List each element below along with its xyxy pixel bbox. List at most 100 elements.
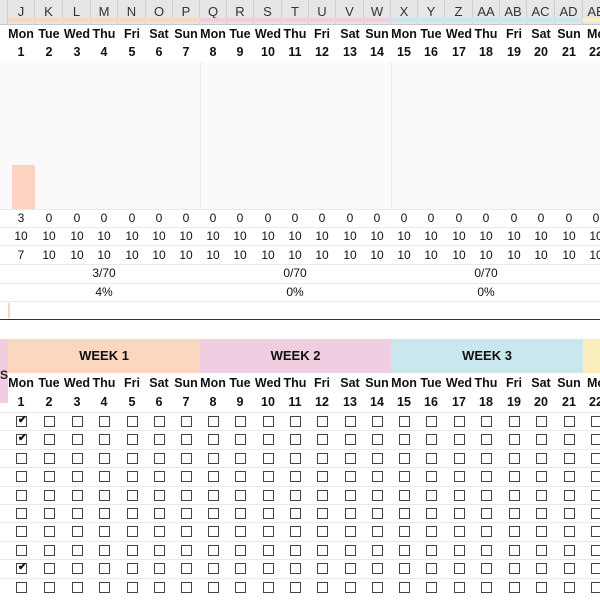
habit-checkbox[interactable] xyxy=(235,471,246,482)
habit-checkbox[interactable] xyxy=(44,453,55,464)
habit-checkbox[interactable] xyxy=(263,563,274,574)
column-letter[interactable]: AA xyxy=(473,0,500,24)
habit-checkbox[interactable] xyxy=(564,563,575,574)
habit-checkbox[interactable] xyxy=(235,508,246,519)
habit-checkbox[interactable] xyxy=(399,471,410,482)
habit-checkbox[interactable] xyxy=(317,490,328,501)
habit-checkbox[interactable] xyxy=(99,508,110,519)
habit-checkbox[interactable] xyxy=(317,582,328,593)
habit-checkbox[interactable] xyxy=(536,508,547,519)
habit-checkbox[interactable] xyxy=(290,490,301,501)
habit-checkbox[interactable] xyxy=(181,508,192,519)
habit-checkbox[interactable] xyxy=(44,563,55,574)
habit-checkbox[interactable] xyxy=(481,508,492,519)
column-letter[interactable]: N xyxy=(118,0,146,24)
habit-checkbox[interactable] xyxy=(154,434,165,445)
habit-checkbox[interactable] xyxy=(372,490,383,501)
habit-checkbox[interactable] xyxy=(591,563,600,574)
habit-checkbox[interactable] xyxy=(154,563,165,574)
habit-checkbox[interactable] xyxy=(154,471,165,482)
habit-checkbox[interactable] xyxy=(317,526,328,537)
habit-checkbox[interactable] xyxy=(426,582,437,593)
column-letter[interactable]: P xyxy=(173,0,200,24)
habit-checkbox[interactable] xyxy=(345,582,356,593)
habit-checkbox[interactable]: ✔ xyxy=(16,414,27,427)
habit-checkbox[interactable] xyxy=(454,471,465,482)
habit-checkbox[interactable] xyxy=(208,434,219,445)
habit-checkbox[interactable] xyxy=(536,416,547,427)
habit-checkbox[interactable] xyxy=(426,490,437,501)
habit-checkbox[interactable] xyxy=(208,471,219,482)
habit-checkbox[interactable]: ✔ xyxy=(16,561,27,574)
habit-checkbox[interactable] xyxy=(154,490,165,501)
habit-checkbox[interactable] xyxy=(317,434,328,445)
habit-checkbox[interactable] xyxy=(290,508,301,519)
habit-checkbox[interactable] xyxy=(99,434,110,445)
habit-checkbox[interactable] xyxy=(345,434,356,445)
habit-checkbox[interactable] xyxy=(591,582,600,593)
column-letter[interactable]: S xyxy=(254,0,282,24)
column-letter[interactable]: L xyxy=(63,0,91,24)
habit-checkbox[interactable] xyxy=(44,434,55,445)
habit-checkbox[interactable] xyxy=(591,434,600,445)
habit-checkbox[interactable] xyxy=(481,582,492,593)
column-letter[interactable]: O xyxy=(146,0,173,24)
habit-checkbox[interactable] xyxy=(481,434,492,445)
habit-checkbox[interactable] xyxy=(399,416,410,427)
habit-checkbox[interactable] xyxy=(345,545,356,556)
habit-checkbox[interactable] xyxy=(127,490,138,501)
habit-checkbox[interactable] xyxy=(208,582,219,593)
habit-checkbox[interactable] xyxy=(426,545,437,556)
habit-checkbox[interactable] xyxy=(99,582,110,593)
column-letter[interactable]: R xyxy=(227,0,254,24)
habit-checkbox[interactable] xyxy=(263,471,274,482)
habit-checkbox[interactable] xyxy=(154,545,165,556)
habit-checkbox[interactable] xyxy=(509,471,520,482)
habit-checkbox[interactable] xyxy=(44,490,55,501)
habit-checkbox[interactable] xyxy=(290,471,301,482)
habit-checkbox[interactable] xyxy=(127,582,138,593)
habit-checkbox[interactable] xyxy=(44,582,55,593)
habit-checkbox[interactable] xyxy=(154,582,165,593)
habit-checkbox[interactable] xyxy=(44,471,55,482)
habit-checkbox[interactable] xyxy=(564,471,575,482)
habit-checkbox[interactable] xyxy=(509,508,520,519)
habit-checkbox[interactable] xyxy=(454,526,465,537)
habit-checkbox[interactable] xyxy=(317,563,328,574)
column-letter[interactable]: Q xyxy=(200,0,227,24)
habit-checkbox[interactable] xyxy=(426,434,437,445)
habit-checkbox[interactable] xyxy=(372,582,383,593)
habit-checkbox[interactable] xyxy=(154,453,165,464)
habit-checkbox[interactable] xyxy=(426,508,437,519)
habit-checkbox[interactable] xyxy=(127,526,138,537)
habit-checkbox[interactable] xyxy=(591,416,600,427)
habit-checkbox[interactable] xyxy=(263,416,274,427)
habit-checkbox[interactable] xyxy=(99,526,110,537)
habit-checkbox[interactable] xyxy=(317,453,328,464)
habit-checkbox[interactable] xyxy=(509,416,520,427)
habit-checkbox[interactable] xyxy=(99,416,110,427)
habit-checkbox[interactable] xyxy=(154,416,165,427)
habit-checkbox[interactable] xyxy=(72,563,83,574)
habit-checkbox[interactable] xyxy=(99,453,110,464)
column-letter[interactable]: U xyxy=(309,0,336,24)
habit-checkbox[interactable] xyxy=(345,508,356,519)
habit-checkbox[interactable] xyxy=(263,582,274,593)
habit-checkbox[interactable] xyxy=(454,582,465,593)
habit-checkbox[interactable] xyxy=(399,508,410,519)
habit-checkbox[interactable] xyxy=(317,471,328,482)
habit-checkbox[interactable] xyxy=(372,563,383,574)
habit-checkbox[interactable] xyxy=(127,434,138,445)
habit-checkbox[interactable] xyxy=(372,471,383,482)
habit-checkbox[interactable] xyxy=(536,471,547,482)
habit-checkbox[interactable] xyxy=(564,545,575,556)
habit-checkbox[interactable] xyxy=(481,416,492,427)
habit-checkbox[interactable] xyxy=(208,490,219,501)
habit-checkbox[interactable] xyxy=(481,490,492,501)
habit-checkbox[interactable] xyxy=(208,526,219,537)
habit-checkbox[interactable] xyxy=(181,434,192,445)
habit-checkbox[interactable] xyxy=(591,545,600,556)
habit-checkbox[interactable] xyxy=(536,434,547,445)
column-letter[interactable]: X xyxy=(391,0,418,24)
habit-checkbox[interactable] xyxy=(235,490,246,501)
